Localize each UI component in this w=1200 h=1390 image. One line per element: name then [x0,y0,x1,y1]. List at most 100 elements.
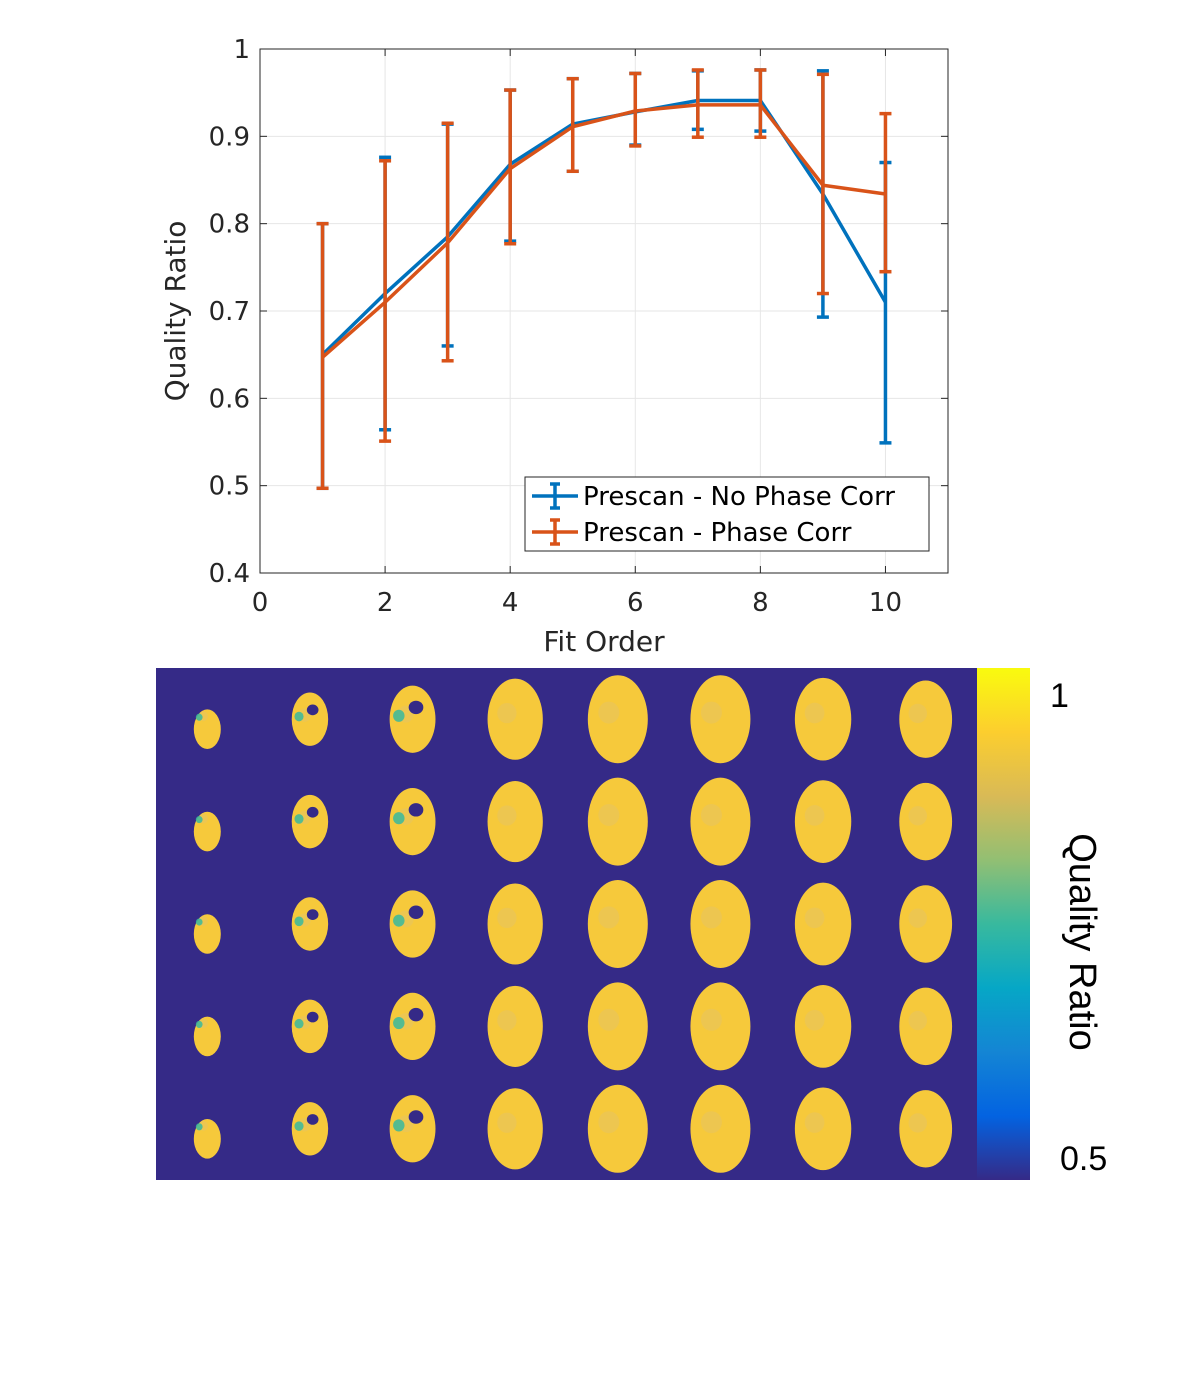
slice-tissue [487,678,543,760]
slice-shading [908,1010,928,1031]
slice-tissue [389,992,436,1061]
slice-tissue [291,897,329,951]
slice-void [408,1007,424,1022]
slice-map [389,1095,436,1163]
slice-shading [908,1113,928,1133]
slice-low-quality-region [393,1016,405,1030]
legend-label: Prescan - Phase Corr [583,518,852,548]
slice-tissue [587,982,648,1071]
slice-map [587,675,648,764]
slice-void [408,700,424,715]
slice-tissue [291,692,329,746]
slice-low-quality-region [393,914,405,927]
slice-shading [804,1112,825,1133]
slice-low-quality-region [393,1119,405,1132]
x-tick-label: 8 [752,588,769,618]
slice-map [487,883,543,965]
slice-map [389,685,436,753]
slice-tissue [794,882,852,966]
slice-map [794,985,852,1068]
slice-map [690,777,751,866]
slice-void [408,905,424,919]
legend: Prescan - No Phase Corr Prescan - Phase C… [524,476,930,552]
slice-tissue [389,685,436,753]
y-tick-label: 0.4 [209,559,250,589]
slice-map [193,811,221,852]
slice-tissue [587,880,648,968]
error-bar [379,159,392,443]
slice-tissue [690,1084,751,1173]
slice-shading [700,804,722,826]
slice-low-quality-region [294,711,304,722]
slice-tissue [587,675,648,764]
slice-shading [700,1111,722,1134]
slice-tissue [587,777,648,866]
slice-tissue [291,1102,329,1156]
slice-void [306,909,319,920]
slice-shading [908,908,928,928]
slice-tissue [899,1090,953,1168]
y-tick-label: 0.8 [209,210,250,240]
slice-tissue [794,677,852,761]
slice-tissue [794,1087,852,1171]
y-axis-label: Quality Ratio [159,221,192,402]
slice-map [690,880,751,968]
slice-tissue [487,1088,543,1170]
slice-map [794,780,852,863]
slice-void [408,1110,424,1124]
slice-tissue [899,680,953,758]
slice-map [193,1016,221,1057]
y-tick-label: 1 [233,35,250,65]
slice-shading [497,805,517,826]
y-tick-label: 0.9 [209,122,250,152]
slice-tissue [690,982,751,1071]
legend-entry: Prescan - Phase Corr [532,518,852,548]
slice-map [487,985,543,1067]
slice-map [487,1088,543,1170]
slice-map [587,1084,648,1173]
error-bar [691,68,704,139]
slice-map [193,709,221,749]
slice-shading [598,701,620,724]
slice-tissue [899,987,953,1066]
x-tick-label: 2 [377,588,394,618]
x-tick-label: 6 [627,588,644,618]
slice-void [306,1114,319,1125]
slice-tissue [899,885,953,963]
error-bar [441,121,454,363]
slice-low-quality-region [393,709,405,722]
slice-map [193,1119,221,1159]
slice-map [291,1102,329,1156]
slice-tissue [487,883,543,965]
slice-map [794,1087,852,1171]
slice-tissue [389,1095,436,1163]
error-bar [504,88,517,246]
slice-low-quality-region [294,1018,304,1029]
slice-map [587,982,648,1071]
slice-map [690,982,751,1071]
x-tick-label: 4 [502,588,519,618]
slice-low-quality-region [195,713,203,721]
colorbar-tick-0.5: 0.5 [1060,1140,1107,1178]
x-tick-label: 0 [252,588,269,618]
slice-low-quality-region [294,814,304,824]
slice-map [291,999,329,1054]
slice-map [794,677,852,761]
slice-tissue [389,890,436,958]
y-tick-label: 0.5 [209,472,250,502]
slice-shading [908,806,928,826]
slice-map [690,1084,751,1173]
slice-map [690,675,751,764]
slice-map [487,678,543,760]
slice-low-quality-region [393,812,405,825]
colorbar-tick-1: 1 [1050,677,1069,715]
slice-tissue [487,781,543,863]
slice-low-quality-region [195,816,203,824]
slice-tissue [690,675,751,764]
x-axis-label: Fit Order [543,625,665,658]
error-bar [316,221,329,491]
slice-map [899,680,953,758]
colorbar-gradient [977,668,1030,1180]
slice-shading [497,702,517,724]
slice-shading [700,906,722,929]
